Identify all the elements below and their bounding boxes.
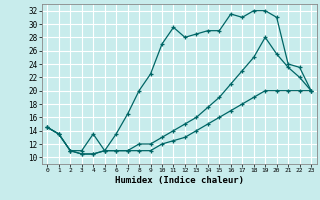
X-axis label: Humidex (Indice chaleur): Humidex (Indice chaleur) — [115, 176, 244, 185]
